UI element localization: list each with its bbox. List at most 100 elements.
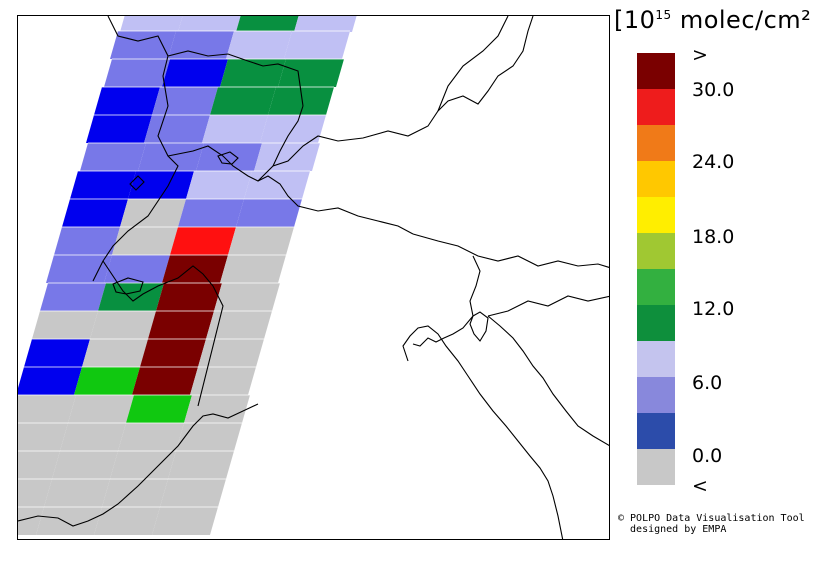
- swath-pixel: [198, 339, 264, 367]
- coastlines-and-borders: [18, 16, 609, 539]
- swath-pixel: [94, 87, 160, 115]
- swath-pixel: [152, 87, 218, 115]
- lake-constance: [217, 151, 239, 165]
- swath-pixel: [120, 16, 183, 32]
- legend-swatch: [637, 125, 675, 161]
- swath-pixel: [54, 227, 120, 255]
- swath-pixel: [82, 339, 148, 367]
- legend-swatch: [637, 269, 675, 305]
- map-frame[interactable]: [17, 15, 610, 540]
- swath-pixel: [220, 255, 286, 283]
- credit-note: © POLPO Data Visualisation Tool designed…: [618, 513, 805, 535]
- swath-pixel: [268, 87, 334, 115]
- swath-pixel: [202, 115, 268, 143]
- swath-pixel: [118, 423, 184, 451]
- swath-pixel: [140, 339, 206, 367]
- coastline-istria: [469, 311, 489, 342]
- swath-pixel: [196, 143, 262, 171]
- swath-pixel: [160, 479, 226, 507]
- swath-pixel: [128, 171, 194, 199]
- unit-label: [1015 molec/cm²]: [614, 6, 813, 34]
- credit-line-2: designed by EMPA: [618, 524, 727, 535]
- swath-pixel: [18, 367, 82, 395]
- swath-pixel: [162, 255, 228, 283]
- unit-suffix: molec/cm²]: [671, 6, 813, 34]
- border-france-switzerland: [92, 16, 179, 282]
- swath-pixel: [170, 227, 236, 255]
- swath-pixel: [68, 395, 134, 423]
- coastline-venice: [412, 315, 474, 347]
- map-canvas[interactable]: [18, 16, 610, 540]
- legend-tick-label: 18.0: [692, 226, 735, 248]
- swath-pixel: [226, 31, 292, 59]
- legend-swatch: [637, 413, 675, 449]
- swath-pixel: [152, 507, 218, 535]
- swath-pixel: [94, 507, 160, 535]
- swath-pixel: [178, 16, 241, 32]
- swath-pixel: [24, 339, 90, 367]
- swath-pixel: [18, 451, 60, 479]
- swath-pixel: [90, 311, 156, 339]
- swath-pixel: [144, 115, 210, 143]
- swath-pixel: [138, 143, 204, 171]
- legend-swatch: [637, 449, 675, 485]
- legend-swatch: [637, 305, 675, 341]
- legend-tick-label: >: [692, 44, 708, 66]
- legend-tick-label: 30.0: [692, 79, 735, 101]
- swath-pixel: [254, 143, 320, 171]
- border-slovenia-croatia: [487, 295, 609, 317]
- swath-pixel: [220, 59, 286, 87]
- colour-legend: [637, 53, 675, 485]
- swath-pixel: [294, 16, 357, 32]
- legend-tick-label: 0.0: [692, 445, 723, 467]
- swath-pixel: [132, 367, 198, 395]
- swath-pixel: [40, 283, 106, 311]
- legend-tick-label: 24.0: [692, 151, 735, 173]
- coastline-italy: [402, 325, 564, 539]
- swath-pixel: [32, 311, 98, 339]
- legend-swatch: [637, 197, 675, 233]
- swath-pixel: [228, 227, 294, 255]
- swath-pixel: [168, 451, 234, 479]
- swath-pixel: [80, 143, 146, 171]
- swath-pixel: [148, 311, 214, 339]
- swath-pixel: [18, 423, 68, 451]
- legend-tick-label: 6.0: [692, 372, 723, 394]
- swath-pixel: [178, 199, 244, 227]
- swath-pixel: [112, 227, 178, 255]
- swath-pixel: [102, 479, 168, 507]
- swath-pixel: [244, 171, 310, 199]
- swath-pixel: [120, 199, 186, 227]
- border-france-italy: [102, 260, 224, 407]
- swath-pixel: [62, 199, 128, 227]
- swath-pixel: [86, 115, 152, 143]
- swath-pixel: [98, 283, 164, 311]
- swath-pixel: [46, 255, 112, 283]
- legend-tick-label: 12.0: [692, 298, 735, 320]
- legend-swatch: [637, 377, 675, 413]
- swath-pixel: [186, 171, 252, 199]
- legend-swatch: [637, 89, 675, 125]
- legend-swatch: [637, 53, 675, 89]
- lake-geneva: [112, 277, 144, 295]
- swath-pixel: [18, 507, 44, 535]
- swath-pixel: [190, 367, 256, 395]
- border-austria-germany: [257, 16, 534, 182]
- legend-swatch: [637, 161, 675, 197]
- swath-pixel: [236, 16, 299, 32]
- swath-pixel: [74, 367, 140, 395]
- swath-pixel: [110, 31, 176, 59]
- legend-swatch: [637, 341, 675, 377]
- lake-neuchatel: [129, 175, 145, 191]
- swath-pixel: [36, 507, 102, 535]
- legend-swatch: [637, 233, 675, 269]
- swath-pixel: [162, 59, 228, 87]
- swath-pixel: [176, 423, 242, 451]
- unit-exponent: 15: [655, 8, 672, 22]
- unit-prefix: [10: [614, 6, 656, 34]
- swath-pixel: [104, 255, 170, 283]
- swath-pixel: [278, 59, 344, 87]
- swath-pixel: [52, 451, 118, 479]
- swath-pixel: [70, 171, 136, 199]
- swath-pixel: [284, 31, 350, 59]
